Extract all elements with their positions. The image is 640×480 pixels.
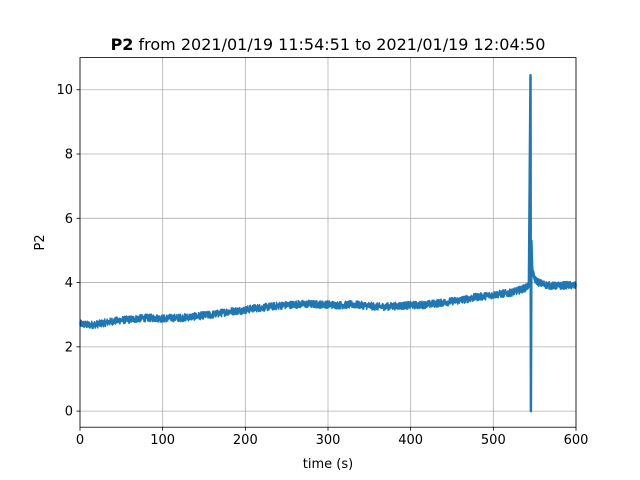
series-line-p2-core [79,74,577,413]
y-tick-label: 2 [65,340,73,355]
data-series [79,74,577,413]
chart-title: P2 from 2021/01/19 11:54:51 to 2021/01/1… [111,35,546,54]
grid-lines [79,57,577,428]
x-axis-ticks: 0 100 200 300 400 500 600 [76,427,589,448]
x-tick-label: 0 [76,433,84,448]
chart-title-rest: from 2021/01/19 11:54:51 to 2021/01/19 1… [133,35,545,54]
x-tick-label: 300 [316,433,341,448]
y-tick-label: 8 [65,148,73,163]
x-tick-label: 400 [398,433,423,448]
x-tick-label: 100 [150,433,175,448]
x-tick-label: 200 [233,433,258,448]
y-tick-label: 10 [56,83,73,98]
x-axis-label: time (s) [303,457,353,472]
x-tick-label: 600 [564,433,589,448]
chart-title-bold: P2 [111,35,134,54]
y-tick-label: 6 [65,212,73,227]
y-axis-ticks: 0 2 4 6 8 10 [56,83,80,420]
y-tick-label: 0 [65,405,73,420]
y-axis-label: P2 [33,234,48,250]
y-tick-label: 4 [65,276,73,291]
x-tick-label: 500 [481,433,506,448]
